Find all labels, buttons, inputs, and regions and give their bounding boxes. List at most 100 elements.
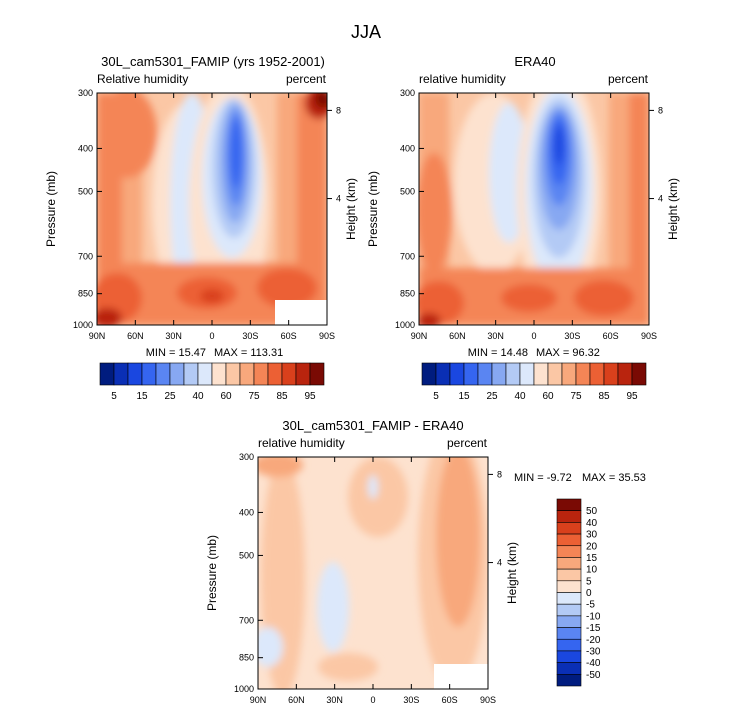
colorbar-diff-box	[556, 522, 582, 535]
colorbar-1-label: 40	[514, 391, 526, 402]
colorbar-0-box	[309, 362, 325, 386]
diff-xtick-label: 90S	[480, 695, 496, 705]
panel-model-title: 30L_cam5301_FAMIP (yrs 1952-2001)	[101, 54, 325, 69]
model-xtick-label: 0	[209, 331, 214, 341]
colorbar-0-label: 75	[248, 391, 260, 402]
colorbar-1-box	[435, 362, 451, 386]
colorbar-0-label: 95	[304, 391, 316, 402]
colorbar-0-box	[127, 362, 143, 386]
model-xtick-label: 90N	[89, 331, 106, 341]
colorbar-1-label: 85	[598, 391, 610, 402]
obs-ytick-label: 700	[400, 251, 415, 261]
model-ytick-label: 300	[78, 88, 93, 98]
model-xtick-label: 30S	[242, 331, 258, 341]
obs-xtick-label: 60S	[603, 331, 619, 341]
model-xtick-label: 90S	[319, 331, 335, 341]
model-min-text: MIN = 15.47	[146, 347, 206, 359]
obs-ytick-label: 1000	[395, 320, 415, 330]
obs-min-text: MIN = 14.48	[468, 347, 528, 359]
obs-htick-label: 4	[658, 194, 663, 204]
colorbar-0-label: 15	[136, 391, 148, 402]
panel-obs: ERA40 relative humidity percent	[418, 54, 650, 326]
colorbar-diff-box	[556, 498, 582, 511]
colorbar-diff-box	[556, 627, 582, 640]
model-ytick-label: 700	[78, 251, 93, 261]
colorbar-1-box	[561, 362, 577, 386]
colorbar-0-box	[281, 362, 297, 386]
colorbar-1-label: 95	[626, 391, 638, 402]
diff-htick-label: 4	[497, 558, 502, 568]
colorbar-diff-box	[556, 674, 582, 687]
colorbar-1-box	[617, 362, 633, 386]
diff-max-text: MAX = 35.53	[582, 472, 646, 484]
colorbar-1-box	[575, 362, 591, 386]
panel-diff: 30L_cam5301_FAMIP - ERA40 relative humid…	[257, 418, 489, 690]
colorbar-diff-box	[556, 545, 582, 558]
colorbar-1-label: 75	[570, 391, 582, 402]
colorbar-1-label: 25	[486, 391, 498, 402]
colorbar-diff-label: -40	[586, 658, 601, 669]
panel-diff-right-label: percent	[447, 436, 488, 450]
colorbar-1-box	[603, 362, 619, 386]
panel-model-left-label: Relative humidity	[97, 72, 188, 86]
diff-xtick-label: 90N	[250, 695, 267, 705]
panel-diff-left-label: relative humidity	[258, 436, 345, 450]
colorbar-1-box	[547, 362, 563, 386]
colorbar-0-box	[183, 362, 199, 386]
obs-ytick-label: 300	[400, 88, 415, 98]
model-xtick-label: 30N	[165, 331, 182, 341]
colorbar-0-box	[155, 362, 171, 386]
panel-model-plot	[97, 93, 327, 325]
colorbar-diff-label: 40	[586, 518, 598, 529]
colorbar-0-box	[225, 362, 241, 386]
colorbar-diff-box	[556, 580, 582, 593]
diff-xtick-label: 60N	[288, 695, 305, 705]
obs-xtick-label: 30N	[487, 331, 504, 341]
colorbar-diff-label: -15	[586, 623, 601, 634]
colorbar-diff-box	[556, 615, 582, 628]
colorbar-1-box	[421, 362, 437, 386]
model-ytick-label: 500	[78, 186, 93, 196]
colorbar-1-label: 60	[542, 391, 554, 402]
model-ytick-label: 850	[78, 289, 93, 299]
obs-ytick-label: 850	[400, 289, 415, 299]
colorbar-0-box	[197, 362, 213, 386]
colorbar-diff-label: 30	[586, 530, 598, 541]
colorbar-1-box	[463, 362, 479, 386]
model-htick-label: 4	[336, 194, 341, 204]
panel-obs-left-label: relative humidity	[419, 72, 506, 86]
colorbar-1-box	[491, 362, 507, 386]
obs-xtick-label: 30S	[564, 331, 580, 341]
panel-diff-plot	[258, 457, 488, 689]
colorbar-1-box	[505, 362, 521, 386]
colorbar-1-box	[589, 362, 605, 386]
diff-xtick-label: 30N	[326, 695, 343, 705]
panel-diff-title: 30L_cam5301_FAMIP - ERA40	[282, 418, 463, 433]
diff-min-text: MIN = -9.72	[514, 472, 572, 484]
colorbar-diff-label: -5	[586, 600, 595, 611]
colorbar-0-box	[239, 362, 255, 386]
obs-ylabel-right: Height (km)	[666, 178, 680, 240]
diff-ytick-label: 500	[239, 550, 254, 560]
colorbar-diff-label: 15	[586, 553, 598, 564]
panel-obs-plot	[419, 93, 649, 325]
colorbar-0-box	[141, 362, 157, 386]
model-ylabel-right: Height (km)	[344, 178, 358, 240]
colorbar-diff-box	[556, 557, 582, 570]
diff-ytick-label: 400	[239, 507, 254, 517]
colorbar-diff-label: -50	[586, 670, 601, 681]
colorbar-0-box	[267, 362, 283, 386]
panel-model-right-label: percent	[286, 72, 327, 86]
colorbar-diff-label: 10	[586, 565, 598, 576]
colorbar-diff-box	[556, 568, 582, 582]
colorbar-diff-label: 20	[586, 541, 598, 552]
colorbar-0-label: 85	[276, 391, 288, 402]
model-xtick-label: 60S	[281, 331, 297, 341]
obs-xtick-label: 90N	[411, 331, 428, 341]
diff-ylabel: Pressure (mb)	[205, 535, 219, 611]
panel-obs-right-label: percent	[608, 72, 649, 86]
diff-xtick-label: 0	[370, 695, 375, 705]
colorbar-0-label: 60	[220, 391, 232, 402]
colorbar-0-label: 40	[192, 391, 204, 402]
colorbar-1-label: 15	[458, 391, 470, 402]
